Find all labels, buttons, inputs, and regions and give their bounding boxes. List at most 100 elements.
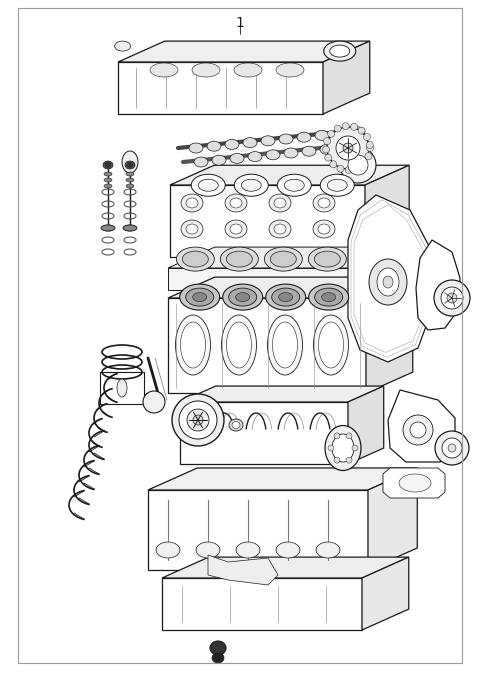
Ellipse shape xyxy=(127,163,133,167)
Ellipse shape xyxy=(181,194,203,212)
Ellipse shape xyxy=(435,431,469,465)
Ellipse shape xyxy=(229,419,243,431)
Ellipse shape xyxy=(313,194,335,212)
Ellipse shape xyxy=(269,220,291,238)
Ellipse shape xyxy=(334,457,340,463)
Ellipse shape xyxy=(180,284,220,310)
Polygon shape xyxy=(368,468,417,570)
Ellipse shape xyxy=(272,288,300,306)
Ellipse shape xyxy=(360,160,367,167)
Ellipse shape xyxy=(198,180,218,191)
Ellipse shape xyxy=(192,292,207,302)
Ellipse shape xyxy=(221,315,256,375)
Ellipse shape xyxy=(328,445,334,451)
Ellipse shape xyxy=(322,292,336,302)
Polygon shape xyxy=(168,247,413,268)
Ellipse shape xyxy=(351,127,365,137)
Ellipse shape xyxy=(230,198,242,208)
Polygon shape xyxy=(323,41,370,114)
Ellipse shape xyxy=(266,150,280,160)
Ellipse shape xyxy=(369,259,407,305)
Ellipse shape xyxy=(194,157,208,167)
Ellipse shape xyxy=(234,63,262,77)
Ellipse shape xyxy=(279,292,293,302)
Ellipse shape xyxy=(104,184,112,188)
Ellipse shape xyxy=(266,284,306,310)
Ellipse shape xyxy=(327,180,347,191)
Ellipse shape xyxy=(186,288,214,306)
Ellipse shape xyxy=(313,315,348,375)
Ellipse shape xyxy=(274,198,286,208)
Ellipse shape xyxy=(264,247,302,271)
Polygon shape xyxy=(148,490,368,570)
Ellipse shape xyxy=(225,194,247,212)
Ellipse shape xyxy=(346,457,352,463)
Ellipse shape xyxy=(366,142,373,148)
Ellipse shape xyxy=(334,125,341,132)
Ellipse shape xyxy=(276,542,300,558)
Polygon shape xyxy=(180,402,348,464)
Ellipse shape xyxy=(241,180,261,191)
Ellipse shape xyxy=(223,284,263,310)
Ellipse shape xyxy=(176,247,215,271)
Ellipse shape xyxy=(225,140,239,149)
Ellipse shape xyxy=(320,174,354,196)
Ellipse shape xyxy=(318,224,330,234)
Ellipse shape xyxy=(274,224,286,234)
Ellipse shape xyxy=(156,542,180,558)
Polygon shape xyxy=(366,277,413,393)
Ellipse shape xyxy=(337,165,344,172)
Ellipse shape xyxy=(236,292,250,302)
Ellipse shape xyxy=(261,136,275,146)
Ellipse shape xyxy=(126,178,134,182)
Ellipse shape xyxy=(324,41,356,61)
Polygon shape xyxy=(365,165,409,257)
Ellipse shape xyxy=(232,421,240,429)
Ellipse shape xyxy=(308,247,347,271)
Ellipse shape xyxy=(383,276,393,288)
Ellipse shape xyxy=(315,288,343,306)
Ellipse shape xyxy=(276,63,304,77)
Ellipse shape xyxy=(236,542,260,558)
Ellipse shape xyxy=(340,147,376,183)
Ellipse shape xyxy=(318,198,330,208)
Ellipse shape xyxy=(150,63,178,77)
Ellipse shape xyxy=(334,433,340,439)
Ellipse shape xyxy=(399,474,431,492)
Ellipse shape xyxy=(267,315,302,375)
Ellipse shape xyxy=(356,141,370,151)
Ellipse shape xyxy=(230,224,242,234)
Ellipse shape xyxy=(352,445,358,451)
Ellipse shape xyxy=(234,174,268,196)
Ellipse shape xyxy=(342,123,349,130)
Ellipse shape xyxy=(212,653,224,663)
Ellipse shape xyxy=(350,124,358,130)
Polygon shape xyxy=(208,555,278,585)
Ellipse shape xyxy=(186,198,198,208)
Ellipse shape xyxy=(448,444,456,452)
Ellipse shape xyxy=(193,415,203,425)
Ellipse shape xyxy=(319,322,344,368)
Ellipse shape xyxy=(227,322,252,368)
Ellipse shape xyxy=(186,224,198,234)
Polygon shape xyxy=(118,62,323,114)
Ellipse shape xyxy=(338,142,352,153)
Ellipse shape xyxy=(269,194,291,212)
Ellipse shape xyxy=(196,542,220,558)
Polygon shape xyxy=(348,195,432,362)
Ellipse shape xyxy=(403,415,433,445)
Ellipse shape xyxy=(104,172,112,176)
Polygon shape xyxy=(170,185,365,257)
Ellipse shape xyxy=(325,425,361,470)
Ellipse shape xyxy=(273,322,298,368)
Polygon shape xyxy=(170,165,409,185)
Ellipse shape xyxy=(348,155,368,175)
Ellipse shape xyxy=(333,129,347,138)
Polygon shape xyxy=(162,578,362,630)
Ellipse shape xyxy=(181,220,203,238)
Ellipse shape xyxy=(323,146,330,153)
Ellipse shape xyxy=(126,184,134,188)
Ellipse shape xyxy=(182,251,208,267)
Ellipse shape xyxy=(316,542,340,558)
Ellipse shape xyxy=(297,132,311,142)
